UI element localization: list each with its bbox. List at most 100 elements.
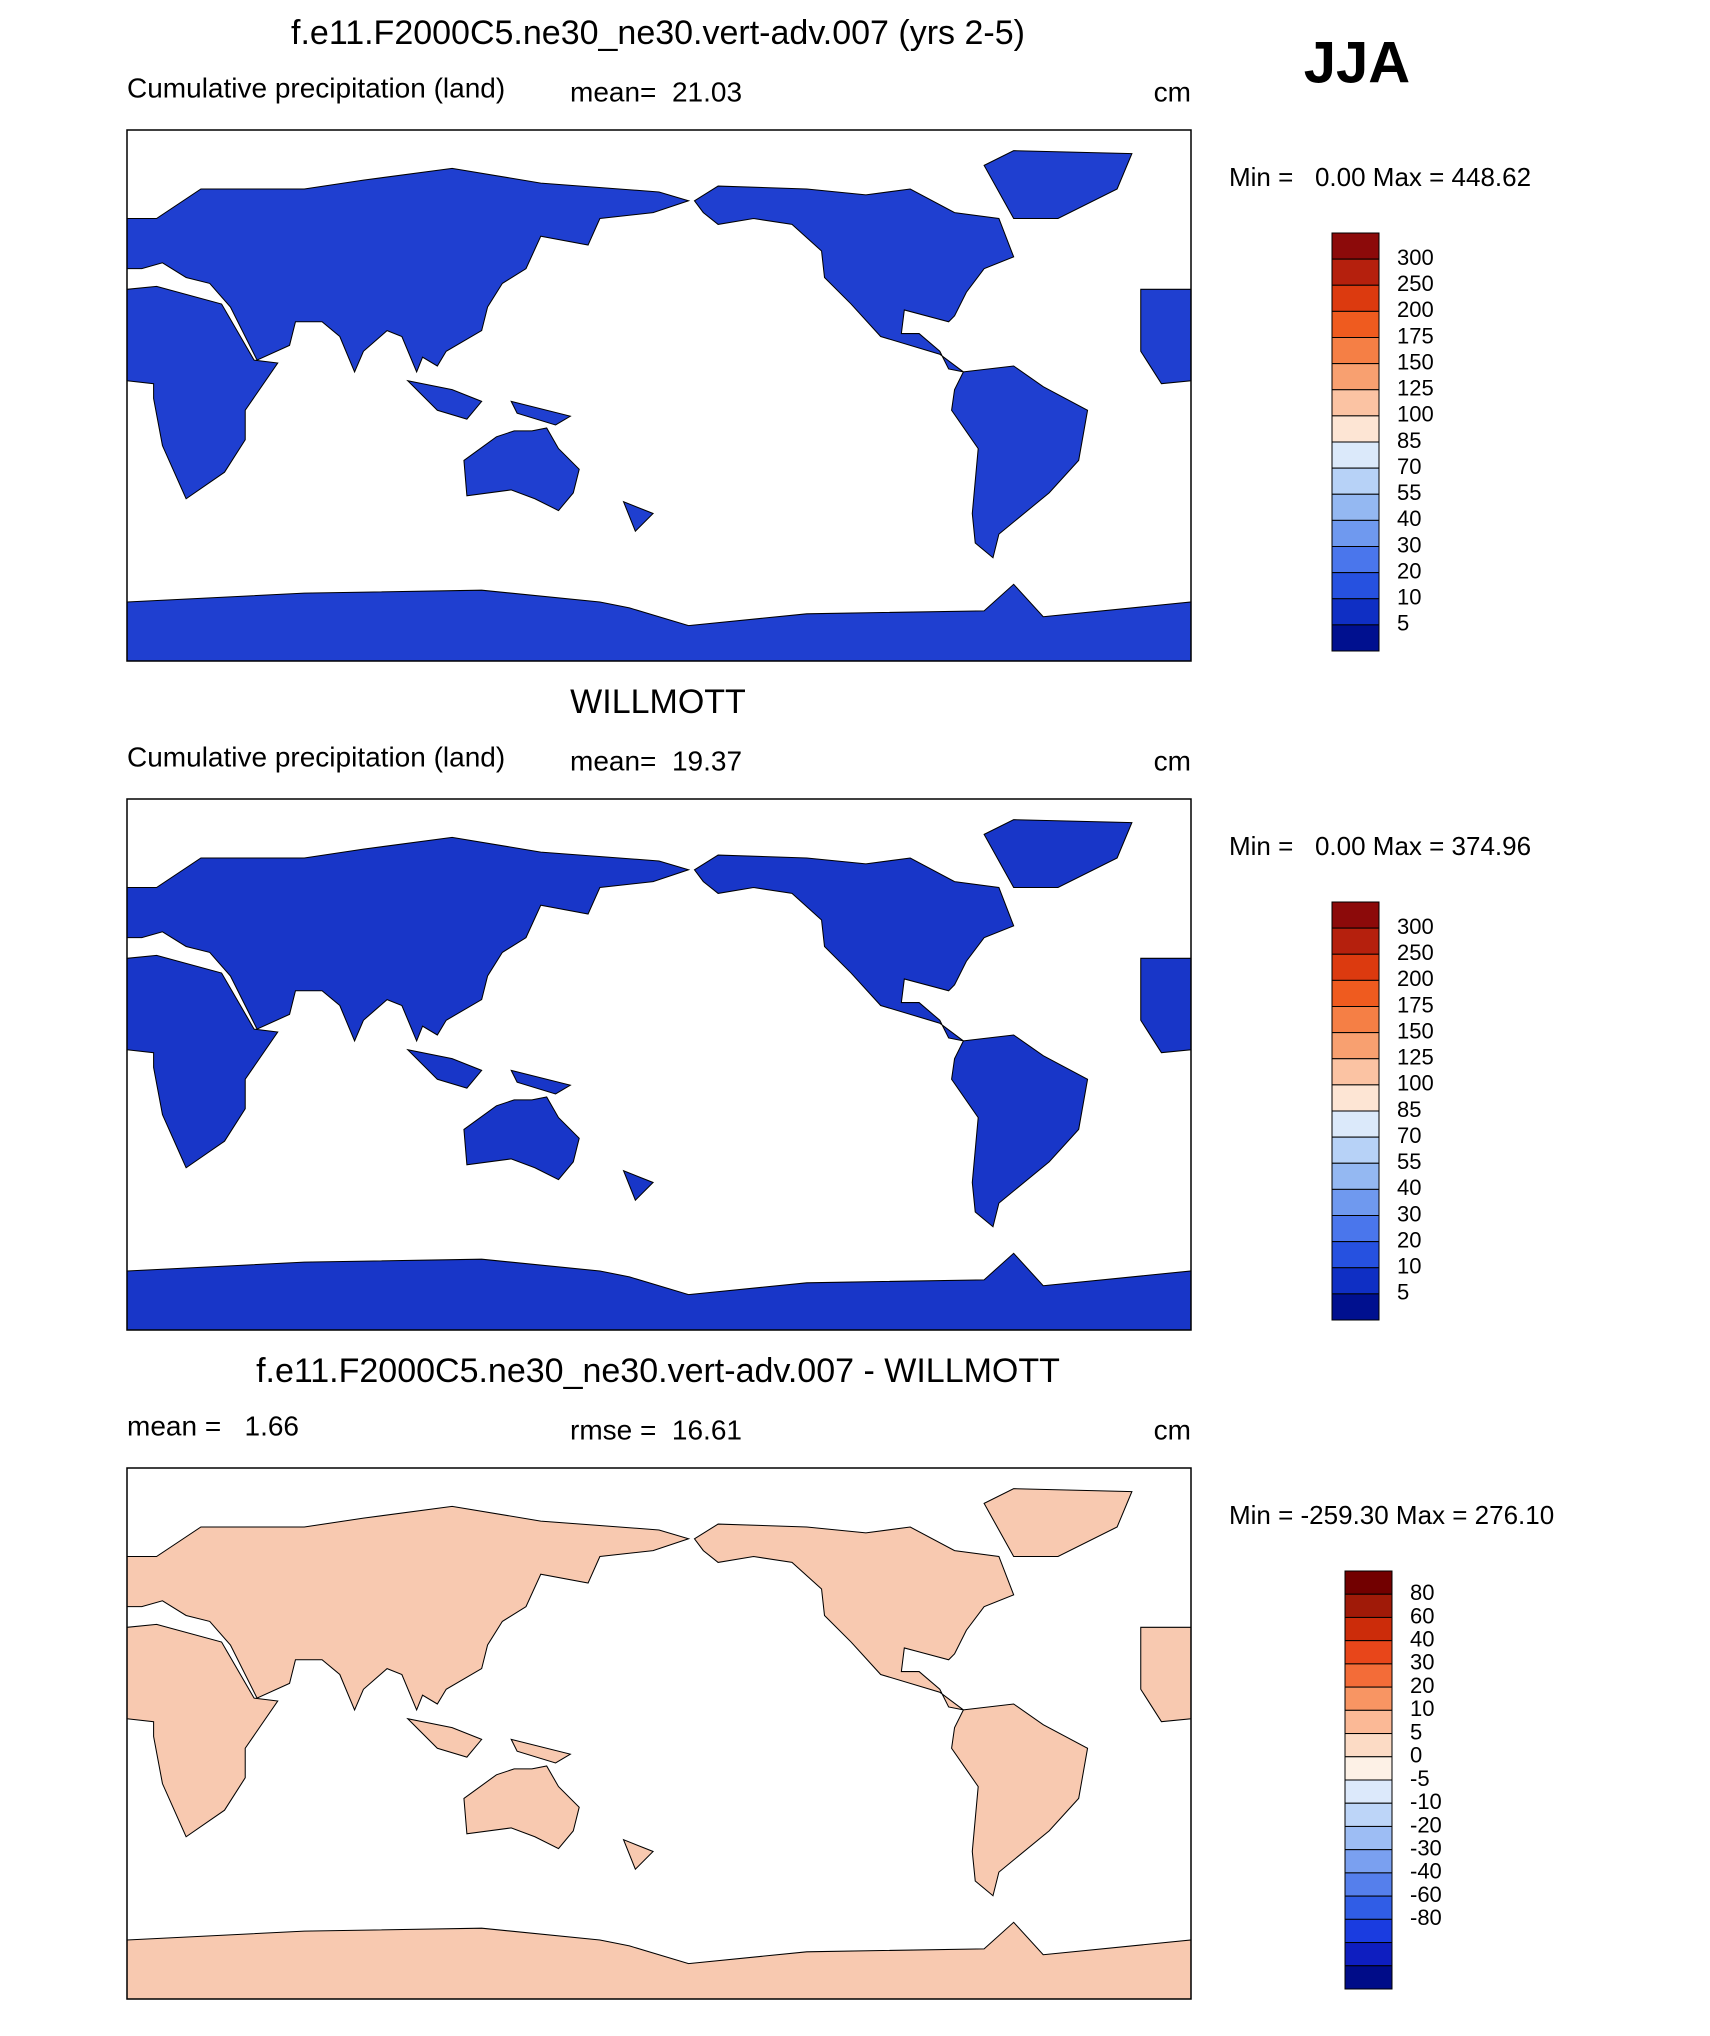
colorbar-box (1344, 1802, 1393, 1827)
colorbar-box (1344, 1733, 1393, 1758)
colorbar-box (1331, 1241, 1380, 1269)
colorbar-label: 70 (1397, 454, 1421, 479)
colorbar-box (1331, 1293, 1380, 1321)
colorbar-label: 5 (1397, 1280, 1409, 1305)
range-label: Min = 0.00 Max = 448.62 (1229, 162, 1531, 192)
units-label: cm (1154, 76, 1191, 107)
colorbar-box (1344, 1686, 1393, 1711)
map-border (126, 1467, 1192, 2000)
colorbar-box (1331, 337, 1380, 365)
colorbar-box (1331, 1084, 1380, 1112)
colorbar-label: 85 (1397, 1097, 1421, 1122)
colorbar-box (1344, 1709, 1393, 1735)
colorbar-label: 10 (1397, 585, 1421, 610)
colorbar-label: -80 (1410, 1905, 1442, 1930)
colorbar-label: 20 (1397, 558, 1421, 583)
colorbar-label: -20 (1410, 1812, 1442, 1837)
colorbar-label: 125 (1397, 1045, 1434, 1070)
colorbar-label: -5 (1410, 1766, 1430, 1791)
colorbar-box (1344, 1593, 1393, 1618)
colorbar-label: 5 (1397, 611, 1409, 636)
colorbar-label: 250 (1397, 940, 1434, 965)
colorbar-box (1344, 1663, 1393, 1688)
map-border (126, 798, 1192, 1331)
colorbar-box (1331, 1188, 1380, 1216)
colorbar-label: 85 (1397, 428, 1421, 453)
colorbar-box (1344, 1872, 1393, 1897)
colorbar-box (1331, 232, 1380, 260)
colorbar-label: -10 (1410, 1789, 1442, 1814)
colorbar-label: 200 (1397, 966, 1434, 991)
colorbar-box (1344, 1640, 1393, 1665)
colorbar-box (1331, 979, 1380, 1007)
season-label: JJA (1304, 30, 1410, 95)
colorbar-box (1331, 415, 1380, 443)
colorbar-label: -40 (1410, 1859, 1442, 1884)
colorbar-label: 10 (1397, 1254, 1421, 1279)
colorbar-label: 40 (1397, 1175, 1421, 1200)
colorbar-box (1331, 493, 1380, 521)
colorbar-box (1331, 901, 1380, 929)
colorbar-label: 10 (1410, 1696, 1434, 1721)
colorbar-box (1331, 1110, 1380, 1138)
colorbar-box (1344, 1895, 1393, 1920)
colorbar-box (1331, 1215, 1380, 1243)
left-label: mean = 1.66 (127, 1410, 299, 1441)
colorbar-box (1344, 1779, 1393, 1804)
colorbar-label: 40 (1410, 1626, 1434, 1651)
colorbar-box (1331, 1058, 1380, 1086)
colorbar-label: 40 (1397, 506, 1421, 531)
colorbar-box (1331, 441, 1380, 469)
colorbar-label: 175 (1397, 323, 1434, 348)
colorbar-label: 150 (1397, 1018, 1434, 1043)
center-label: mean= 21.03 (570, 76, 742, 107)
colorbar-box (1331, 546, 1380, 574)
colorbar-label: 0 (1410, 1743, 1422, 1768)
colorbar-label: -60 (1410, 1882, 1442, 1907)
colorbar-label: 100 (1397, 1071, 1434, 1096)
colorbar-box (1344, 1756, 1393, 1781)
colorbar-label: 200 (1397, 297, 1434, 322)
colorbar-label: -30 (1410, 1835, 1442, 1860)
colorbar-label: 80 (1410, 1580, 1434, 1605)
colorbar-label: 20 (1410, 1673, 1434, 1698)
colorbar-box (1344, 1918, 1393, 1944)
colorbar-box (1331, 953, 1380, 981)
colorbar-box (1331, 284, 1380, 312)
colorbar-box (1331, 598, 1380, 626)
left-label: Cumulative precipitation (land) (127, 741, 505, 772)
range-label: Min = -259.30 Max = 276.10 (1229, 1500, 1554, 1530)
colorbar-box (1331, 519, 1380, 547)
units-label: cm (1154, 1414, 1191, 1445)
colorbar-box (1331, 1136, 1380, 1164)
units-label: cm (1154, 745, 1191, 776)
colorbar-box (1331, 572, 1380, 600)
panel-title: f.e11.F2000C5.ne30_ne30.vert-adv.007 (yr… (291, 14, 1025, 52)
colorbar-box (1331, 1267, 1380, 1295)
colorbar-label: 175 (1397, 992, 1434, 1017)
colorbar-label: 60 (1410, 1603, 1434, 1628)
colorbar-label: 150 (1397, 349, 1434, 374)
colorbar-label: 70 (1397, 1123, 1421, 1148)
panel-title: f.e11.F2000C5.ne30_ne30.vert-adv.007 - W… (256, 1352, 1060, 1390)
colorbar-label: 300 (1397, 245, 1434, 270)
colorbar-label: 30 (1397, 532, 1421, 557)
colorbar-label: 30 (1410, 1650, 1434, 1675)
colorbar-box (1331, 1162, 1380, 1190)
colorbar-box (1331, 389, 1380, 417)
center-label: rmse = 16.61 (570, 1414, 742, 1445)
colorbar-box (1344, 1825, 1393, 1851)
colorbar-box (1331, 1006, 1380, 1034)
panel-title: WILLMOTT (570, 683, 746, 721)
colorbar-label: 5 (1410, 1719, 1422, 1744)
colorbar-box (1344, 1570, 1393, 1595)
colorbar-box (1344, 1616, 1393, 1642)
colorbar-box (1344, 1849, 1393, 1874)
colorbar-box (1331, 927, 1380, 955)
colorbar-label: 250 (1397, 271, 1434, 296)
colorbar-box (1331, 1032, 1380, 1060)
map-border (126, 129, 1192, 662)
colorbar-label: 30 (1397, 1201, 1421, 1226)
colorbar-box (1331, 624, 1380, 652)
